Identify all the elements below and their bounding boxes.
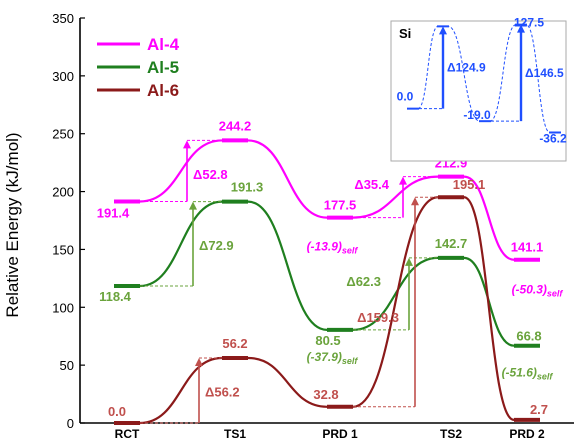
x-tick-label: PRD 2: [509, 427, 545, 441]
barrier-label: Δ56.2: [205, 384, 240, 399]
barrier-arrow-head: [411, 197, 419, 206]
x-tick-label: PRD 1: [322, 427, 358, 441]
inset-title: Si: [399, 26, 411, 41]
y-axis-title: Relative Energy (kJ/mol): [3, 132, 22, 317]
barrier-label: Δ52.8: [193, 167, 228, 182]
inset-data-label: 0.0: [397, 90, 414, 104]
self-energy-label: (-37.9)self: [307, 350, 359, 366]
axes: 0 50 100 150 200 250 300 350 RCT TS1 PRD 1 TS2 PRD 2: [52, 11, 574, 441]
barrier-label: Δ62.3: [346, 274, 381, 289]
y-tick-label: 350: [52, 11, 74, 26]
self-energy-value: (-51.6): [502, 366, 537, 380]
data-label: 195.1: [453, 177, 486, 192]
inset-barrier-arrow-head: [439, 26, 447, 35]
inset-data-label: -19.0: [463, 108, 491, 122]
inset-data-label: -36.2: [539, 131, 567, 145]
barrier-arrow-head: [183, 140, 191, 149]
self-energy-value: (-50.3): [512, 283, 547, 297]
y-tick-label: 200: [52, 185, 74, 200]
data-label: 56.2: [222, 336, 247, 351]
legend-label: Al-4: [147, 35, 180, 54]
inset-barrier-label: Δ124.9: [447, 61, 486, 75]
y-tick-label: 150: [52, 242, 74, 257]
self-subscript: self: [342, 246, 359, 256]
data-label: 141.1: [511, 240, 544, 255]
legend: Al-4 Al-5 Al-6: [97, 35, 180, 100]
data-label: 118.4: [99, 289, 132, 304]
data-label: 191.3: [231, 180, 264, 195]
barrier-arrow-head: [195, 357, 203, 366]
inset-data-label: 127.5: [514, 16, 544, 30]
data-label: 80.5: [315, 333, 340, 348]
barrier-arrow-head: [405, 257, 413, 266]
legend-label: Al-6: [147, 81, 179, 100]
data-label: 177.5: [324, 198, 357, 213]
data-label: 32.8: [313, 387, 338, 402]
inset-frame: [390, 20, 567, 162]
self-subscript: self: [342, 356, 359, 366]
data-label: 244.2: [219, 118, 252, 133]
barrier-label: Δ35.4: [354, 177, 389, 192]
self-energy-label: (-13.9)self: [307, 240, 359, 256]
self-subscript: self: [547, 289, 564, 299]
inset-barrier-arrow-head: [517, 24, 525, 33]
data-label: 0.0: [108, 404, 126, 419]
barrier-label: Δ72.9: [199, 238, 234, 253]
data-label: 2.7: [530, 402, 548, 417]
series-marks: 191.4244.2177.5212.9141.1(-13.9)self(-50…: [97, 118, 564, 425]
barrier-arrow-head: [189, 201, 197, 210]
self-energy-label: (-50.3)self: [512, 283, 564, 299]
self-energy-value: (-13.9): [307, 240, 342, 254]
series-line: [139, 200, 515, 347]
inset-si-chart: Si 0.0 -19.0 127.5 -36.2 Δ124.9 Δ146.5: [390, 16, 567, 162]
barrier-arrow-head: [399, 176, 407, 185]
y-tick-label: 50: [60, 358, 74, 373]
data-label: 142.7: [435, 236, 468, 251]
x-tick-label: TS1: [224, 427, 246, 441]
y-tick-label: 100: [52, 300, 74, 315]
y-tick-label: 0: [67, 416, 74, 431]
y-tick-label: 300: [52, 69, 74, 84]
barrier-label: Δ159.3: [357, 310, 399, 325]
y-tick-label: 250: [52, 127, 74, 142]
series-line: [139, 196, 515, 425]
legend-label: Al-5: [147, 58, 179, 77]
self-subscript: self: [537, 372, 554, 382]
data-label: 66.8: [516, 329, 541, 344]
data-label: 191.4: [97, 206, 130, 221]
self-energy-value: (-37.9): [307, 350, 342, 364]
x-tick-label: TS2: [440, 427, 462, 441]
inset-barrier-label: Δ146.5: [525, 66, 564, 80]
x-tick-label: RCT: [115, 427, 140, 441]
self-energy-label: (-51.6)self: [502, 366, 554, 382]
